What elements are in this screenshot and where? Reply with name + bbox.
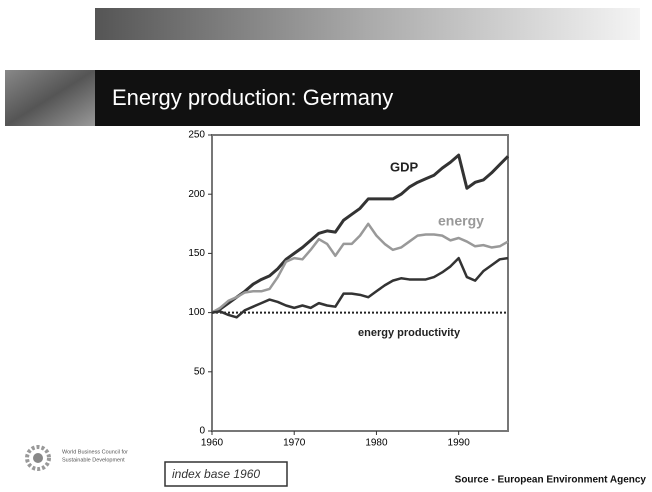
series-line [211, 222, 509, 314]
x-tick-label: 1990 [448, 438, 471, 449]
series-label: GDP [390, 159, 419, 174]
source: Source - European Environment Agency [455, 475, 647, 486]
note: index base 1960 [172, 467, 260, 481]
plot-area [211, 134, 509, 432]
top-bar [95, 8, 640, 40]
y-tick-label: 200 [188, 189, 205, 200]
slide-title: Energy production: Germany [112, 85, 393, 110]
y-tick-label: 0 [199, 426, 205, 437]
y-tick-label: 50 [194, 366, 206, 377]
logo-text: World Business Council for [62, 449, 128, 455]
logo-text: Sustainable Development [62, 457, 125, 463]
series-line [211, 256, 509, 319]
x-tick-label: 1980 [365, 438, 388, 449]
logo [25, 445, 51, 471]
title-image [5, 70, 95, 126]
y-tick-label: 100 [188, 307, 205, 318]
y-tick-label: 150 [188, 248, 205, 259]
series-label: energy productivity [358, 327, 461, 339]
y-tick-label: 250 [188, 130, 205, 141]
x-tick-label: 1960 [201, 438, 224, 449]
series-label: energy [438, 213, 484, 229]
x-tick-label: 1970 [283, 438, 306, 449]
title-bar [5, 70, 640, 126]
note-box [164, 461, 288, 487]
series-line [211, 153, 510, 314]
